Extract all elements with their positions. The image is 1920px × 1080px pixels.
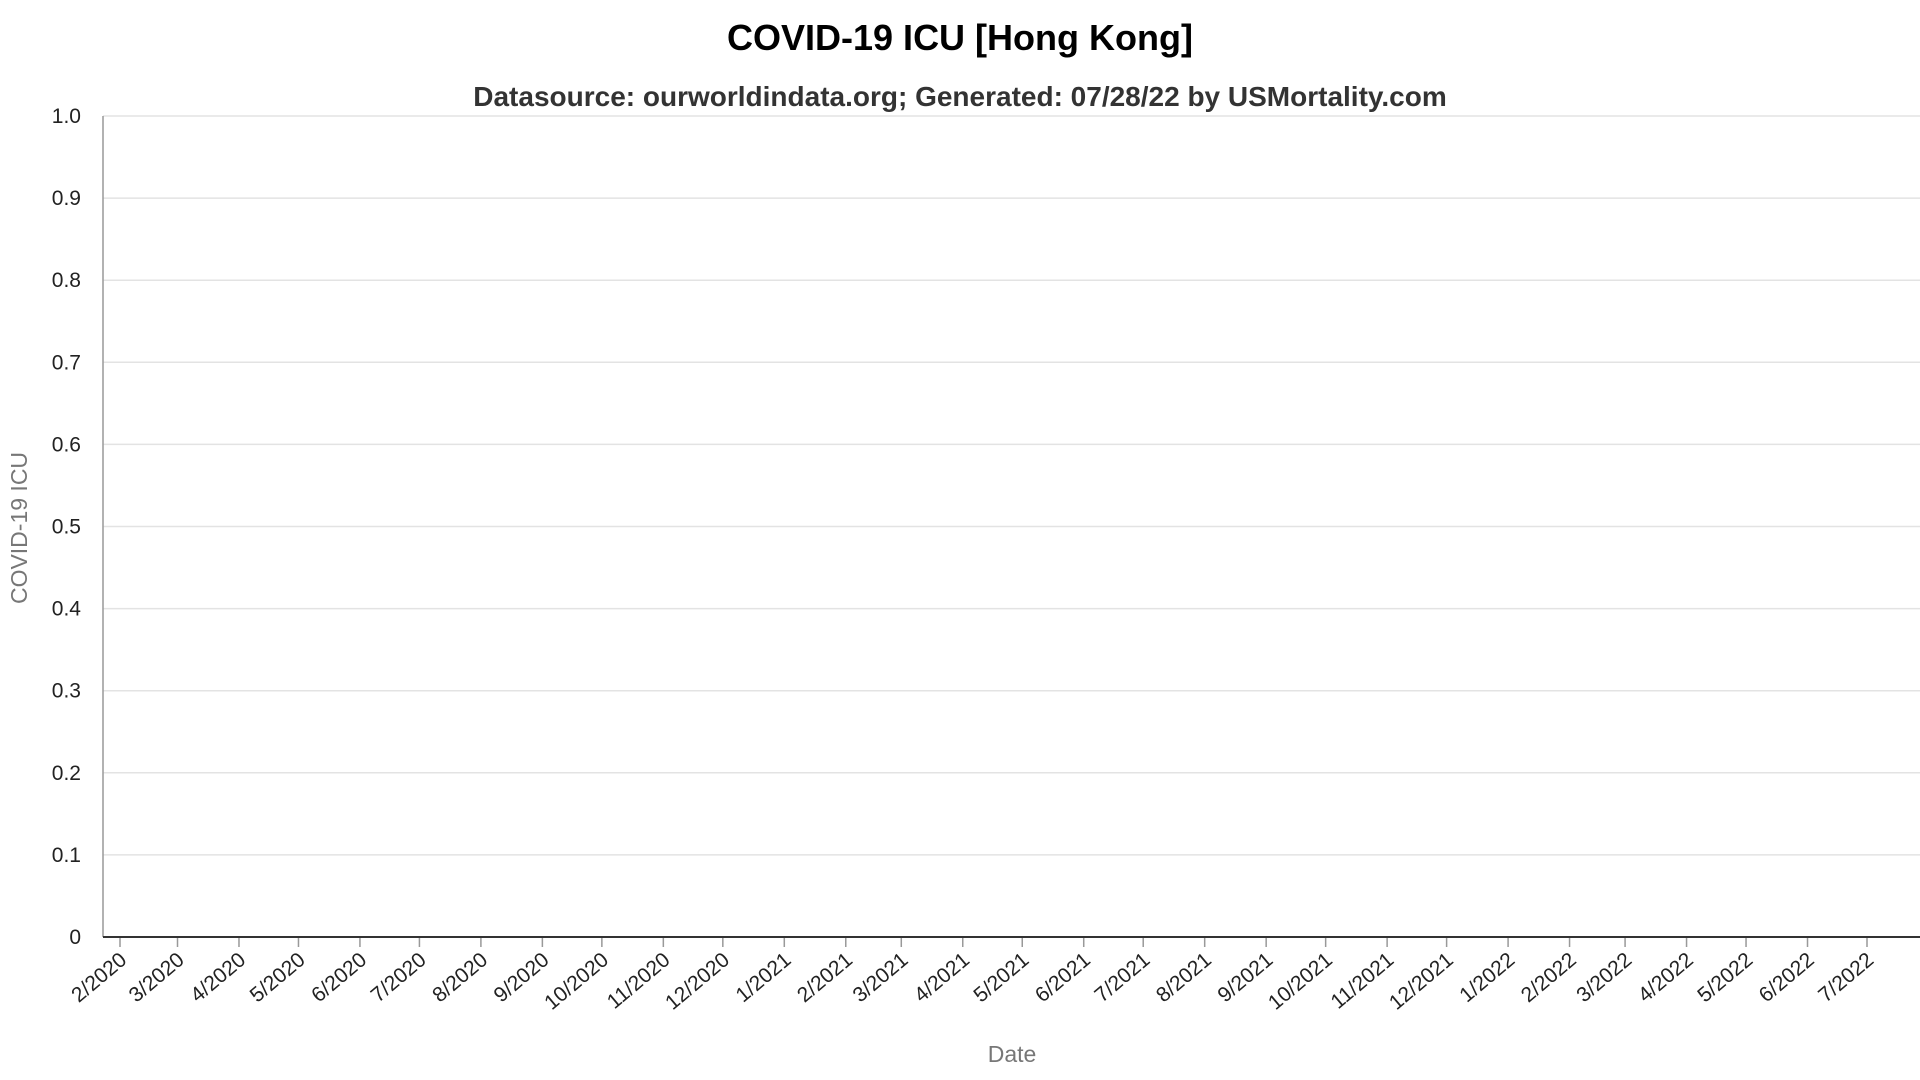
y-tick-label: 0.4 [52,598,82,621]
x-tick-label: 6/2020 [307,948,371,1007]
grid [103,115,1920,856]
y-tick-label: 1.0 [52,105,81,128]
x-tick-label: 6/2021 [1031,948,1095,1007]
y-tick-label: 0.9 [52,187,81,210]
x-tick-label: 1/2022 [1455,948,1519,1007]
x-axis-title: Date [988,1041,1037,1067]
y-axis-ticks: 0 0.1 0.2 0.3 0.4 0.5 0.6 0.7 0.8 0.9 1.0 [52,105,82,949]
x-tick-label: 7/2020 [367,948,431,1007]
x-tick-label: 8/2021 [1152,948,1216,1007]
x-tick-label: 1/2021 [732,948,796,1007]
y-tick-label: 0.7 [52,351,81,374]
x-tick-label: 10/2021 [1264,948,1337,1014]
x-tick-label: 11/2020 [603,948,675,1013]
y-tick-label: 0.2 [52,762,81,785]
x-tick-label: 4/2021 [910,948,974,1007]
x-tick-label: 4/2020 [186,948,250,1007]
x-tick-label: 4/2022 [1634,948,1698,1007]
x-tick-label: 5/2021 [969,948,1033,1007]
y-tick-label: 0.8 [52,269,81,292]
y-tick-label: 0.6 [52,433,81,456]
y-tick-label: 0 [69,926,81,949]
x-tick-label: 7/2022 [1814,948,1878,1007]
x-tick-label: 12/2021 [1385,948,1458,1014]
chart-subtitle: Datasource: ourworldindata.org; Generate… [473,81,1447,112]
x-tick-label: 3/2020 [125,948,189,1007]
x-tick-label: 8/2020 [428,948,492,1007]
y-axis-title: COVID-19 ICU [6,452,32,604]
x-tick-label: 6/2022 [1755,948,1819,1007]
y-tick-label: 0.3 [52,680,81,703]
x-tick-label: 3/2022 [1572,948,1636,1007]
x-tick-label: 10/2020 [540,948,613,1014]
x-tick-label: 2/2022 [1517,948,1581,1007]
x-tick-label: 5/2020 [246,948,310,1007]
x-tick-label: 12/2020 [661,948,734,1014]
x-tick-label: 7/2021 [1090,948,1154,1007]
x-axis-ticks: 2/20203/20204/20205/20206/20207/20208/20… [67,937,1878,1015]
x-tick-label: 2/2021 [793,948,857,1007]
x-tick-label: 3/2021 [849,948,913,1007]
y-tick-label: 0.1 [52,844,81,867]
x-tick-label: 2/2020 [67,948,131,1007]
chart-title: COVID-19 ICU [Hong Kong] [727,17,1193,58]
x-tick-label: 11/2021 [1327,948,1399,1013]
y-tick-label: 0.5 [52,516,81,539]
x-tick-label: 5/2022 [1693,948,1757,1007]
